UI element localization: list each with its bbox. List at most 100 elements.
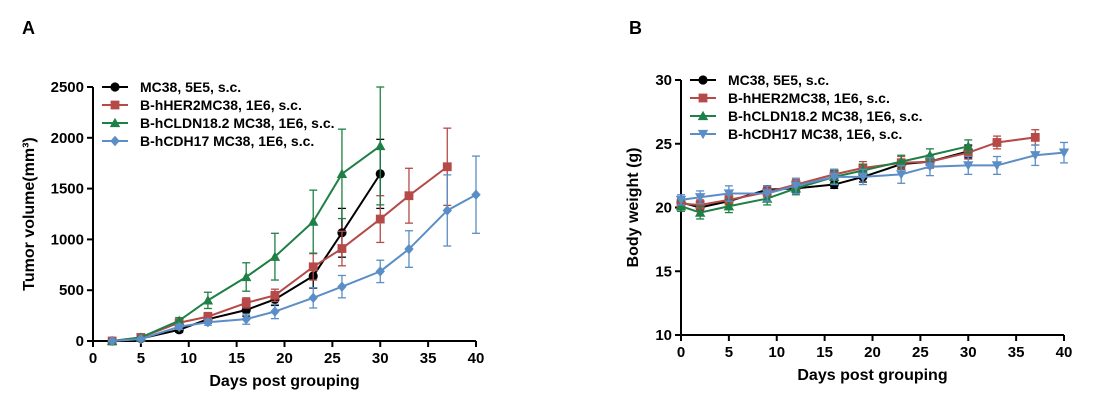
y-tick-label: 2500 [51,79,84,96]
legend-swatch-marker [110,135,120,147]
legend-swatch-marker [697,129,709,140]
y-tick-label: 15 [655,263,672,280]
y-tick-label: 0 [76,333,84,350]
x-tick-label: 5 [137,350,145,367]
series-line [112,165,448,342]
data-point [270,290,280,300]
x-tick-label: 10 [180,350,197,367]
legend-label: B-hCLDN18.2 MC38, 1E6, s.c. [728,108,923,124]
y-tick-label: 2000 [51,130,84,147]
data-point [963,161,974,171]
x-tick-label: 5 [725,344,733,361]
data-point [107,335,117,347]
data-point [308,262,318,272]
x-tick-label: 40 [468,350,485,367]
data-point [694,207,706,217]
x-tick-label: 20 [864,344,881,361]
data-point [173,315,185,325]
x-tick-label: 35 [1008,344,1025,361]
legend-label: B-hCDH17 MC38, 1E6, s.c. [728,126,902,142]
data-point [924,162,936,172]
y-tick-label: 500 [59,282,84,299]
data-point [375,214,385,224]
panel-letter: B [629,18,642,38]
legend-item: B-hCLDN18.2 MC38, 1E6, s.c. [690,108,923,124]
legend-item: MC38, 5E5, s.c. [102,79,241,95]
x-tick-label: 30 [960,344,977,361]
series-line [112,193,477,342]
data-point [241,298,251,308]
series-line [680,151,1065,201]
data-point [241,271,252,282]
y-tick-label: 10 [655,327,672,344]
data-point [675,195,687,206]
legend-item: B-hCLDN18.2 MC38, 1E6, s.c. [102,115,335,131]
data-point [375,266,385,277]
x-axis-title: Days post grouping [209,373,359,390]
data-point [308,216,319,226]
x-tick-label: 0 [677,344,685,361]
data-point [337,281,347,292]
legend-swatch-marker [109,117,121,128]
data-point [991,161,1003,171]
legend-label: B-hHER2MC38, 1E6, s.c. [728,90,890,106]
data-point [1030,151,1041,161]
x-tick-label: 25 [324,350,341,367]
data-point [337,244,347,253]
data-point [442,205,452,216]
series-3 [106,86,386,346]
data-point [442,162,452,172]
data-point [829,172,840,183]
data-point [857,172,869,183]
y-tick-label: 25 [655,136,672,153]
data-point [404,191,414,201]
data-point [270,306,280,317]
series-4 [675,141,1070,206]
data-point [992,138,1002,147]
legend-label: B-hCDH17 MC38, 1E6, s.c. [140,133,314,149]
data-point [241,313,251,325]
data-point [269,251,281,261]
data-point [308,292,318,304]
series-2 [107,127,452,346]
x-tick-label: 15 [816,344,833,361]
x-tick-label: 35 [420,350,437,367]
legend-swatch-marker [698,75,708,85]
panel-letter: A [22,18,35,38]
data-point [1030,132,1040,142]
data-point [694,193,706,203]
legend-item: B-hCDH17 MC38, 1E6, s.c. [102,133,314,149]
data-point [136,333,146,345]
legend-swatch-marker [697,110,709,121]
legend-swatch-marker [110,100,120,110]
data-point [336,168,348,179]
data-point [404,243,414,255]
series-line [680,136,1036,206]
data-point [174,321,184,332]
legend-label: B-hCLDN18.2 MC38, 1E6, s.c. [140,115,335,131]
data-point [790,181,802,192]
data-point [471,189,481,200]
y-tick-label: 1000 [51,231,84,248]
x-axis-title: Days post grouping [797,367,947,384]
data-point [203,317,213,328]
legend-label: MC38, 5E5, s.c. [728,72,829,88]
legend-item: B-hHER2MC38, 1E6, s.c. [690,90,890,106]
x-tick-label: 0 [89,350,97,367]
data-point [723,201,735,211]
data-point [723,189,735,199]
x-tick-label: 30 [372,350,389,367]
y-axis-title: Body weight (g) [625,148,642,268]
y-axis-title: Tumor volume(mm³) [21,137,38,290]
data-point [761,189,773,199]
legend-item: B-hCDH17 MC38, 1E6, s.c. [690,126,902,142]
x-tick-label: 15 [228,350,245,367]
data-point [695,200,705,210]
legend-label: B-hHER2MC38, 1E6, s.c. [140,97,302,113]
data-point [963,141,974,151]
legend-item: MC38, 5E5, s.c. [690,72,829,88]
x-tick-label: 10 [768,344,785,361]
chart-panel-b: B 0 5 10 15 20 25 30 35 40 10 15 20 25 30 Days post gro… [625,18,1072,384]
data-point [203,312,213,322]
data-point [675,201,687,211]
